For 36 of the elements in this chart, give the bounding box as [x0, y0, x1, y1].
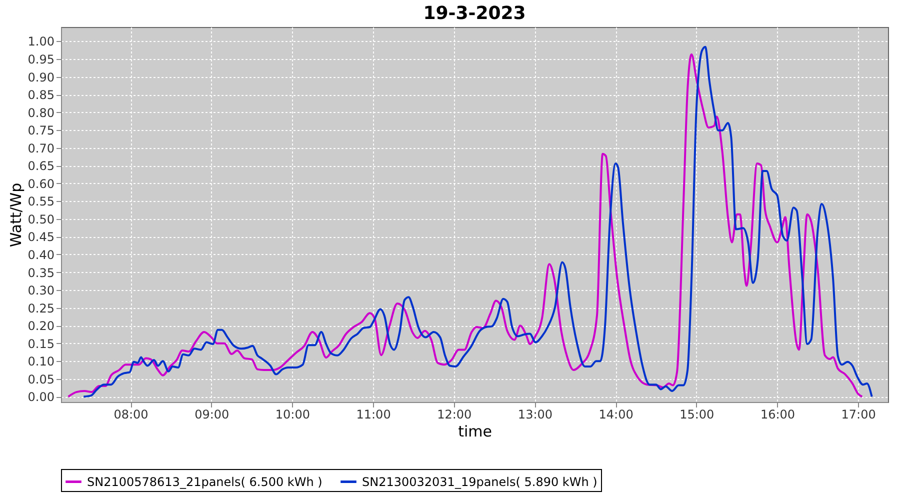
y-axis-title: Watt/Wp [6, 182, 25, 248]
x-tick-label: 11:00 [356, 408, 391, 422]
x-axis-title: time [458, 422, 492, 440]
y-tick-label: 0.05 [28, 372, 54, 386]
y-tick-label: 0.55 [28, 194, 54, 209]
x-tick-label: 08:00 [114, 408, 148, 422]
x-tick-label: 15:00 [680, 408, 714, 422]
y-tick-label: 0.75 [28, 124, 54, 138]
x-tick-label: 14:00 [598, 408, 634, 422]
y-tick-label: 0.30 [28, 284, 54, 298]
y-tick-label: 0.60 [28, 176, 54, 191]
x-tick-label: 10:00 [275, 408, 310, 422]
y-tick-label: 0.25 [28, 301, 54, 316]
x-tick-label: 12:00 [437, 408, 472, 422]
y-tick-label: 0.90 [28, 70, 54, 84]
x-tick-label: 13:00 [518, 408, 553, 422]
chart-title: 19-3-2023 [423, 3, 526, 24]
y-tick-label: 0.15 [28, 336, 54, 351]
y-tick-label: 0.40 [28, 248, 54, 262]
x-tick-label: 16:00 [760, 408, 796, 422]
y-tick-label: 0.35 [28, 266, 54, 280]
x-tick-label: 17:00 [841, 408, 876, 422]
y-tick-label: 0.80 [28, 106, 54, 120]
y-tick-label: 1.00 [28, 34, 54, 49]
y-tick-label: 0.50 [28, 212, 54, 226]
y-tick-label: 0.45 [28, 230, 54, 244]
legend-label: SN2100578613_21panels( 6.500 kWh ) [87, 474, 322, 489]
y-tick-label: 0.65 [28, 159, 54, 174]
y-tick-label: 0.20 [28, 319, 54, 334]
y-tick-label: 0.00 [28, 390, 54, 404]
y-tick-label: 0.10 [28, 354, 54, 369]
y-tick-label: 0.85 [28, 88, 54, 102]
y-tick-label: 0.95 [28, 52, 54, 66]
legend-label: SN2130032031_19panels( 5.890 kWh ) [362, 474, 598, 489]
x-tick-label: 09:00 [194, 408, 230, 422]
y-tick-label: 0.70 [28, 141, 54, 156]
